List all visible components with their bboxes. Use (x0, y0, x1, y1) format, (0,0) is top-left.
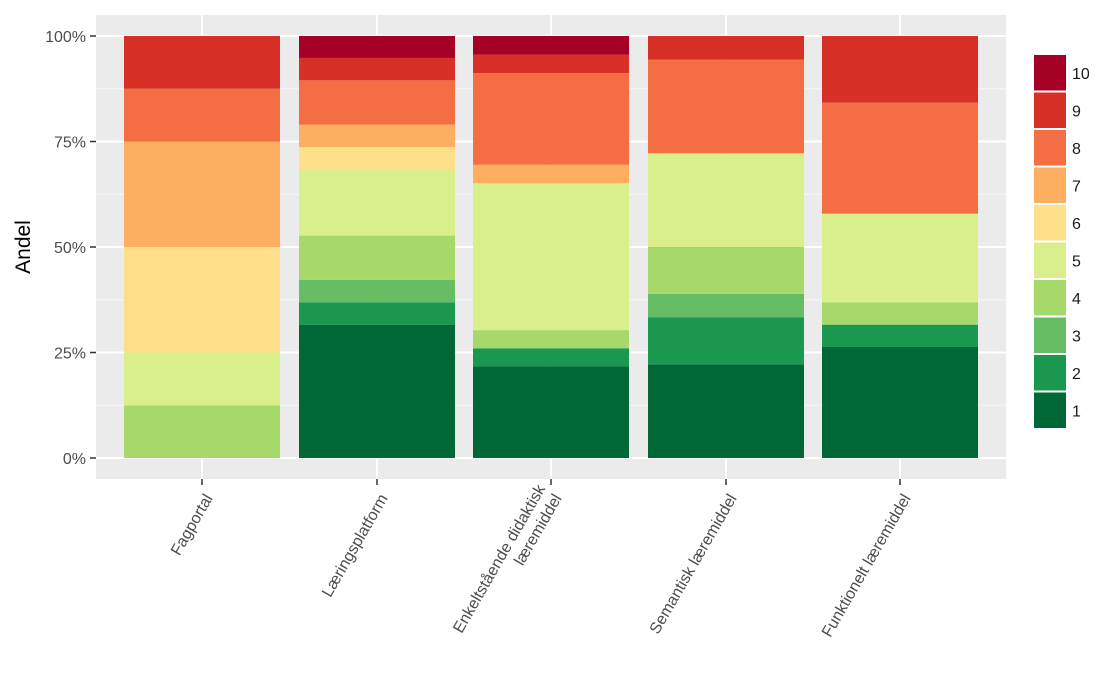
bar-segment-2-rating-2 (299, 302, 455, 325)
bar-segment-5-rating-2 (822, 324, 978, 348)
legend-key-4 (1034, 280, 1066, 316)
legend-key-3 (1034, 317, 1066, 353)
bar-segment-1-rating-9 (124, 36, 280, 89)
legend-label-8: 8 (1072, 141, 1081, 158)
legend-key-10 (1034, 55, 1066, 91)
y-tick-label: 0% (63, 451, 86, 468)
x-tick-label: Læringsplatform (319, 492, 392, 601)
bar-segment-4-rating-8 (648, 59, 804, 154)
bar-segment-4-rating-2 (648, 317, 804, 365)
bar-segment-3-rating-10 (473, 36, 629, 55)
bar-segment-3-rating-2 (473, 348, 629, 367)
bar-segment-5-rating-1 (822, 347, 978, 458)
x-tick-label: Enkeltstående didaktisklæremiddel (450, 481, 567, 646)
bar-segment-2-rating-9 (299, 57, 455, 81)
bar-segment-1-rating-6 (124, 247, 280, 353)
legend-key-1 (1034, 392, 1066, 428)
legend-label-9: 9 (1072, 103, 1081, 120)
x-tick-label-line: Enkeltstående didaktisk (450, 481, 550, 636)
legend-label-4: 4 (1072, 291, 1081, 308)
bar-segment-2-rating-5 (299, 168, 455, 236)
bar-segment-4-rating-9 (648, 36, 804, 60)
x-tick-label-line: Semantisk læremiddel (647, 492, 741, 638)
legend-key-8 (1034, 130, 1066, 166)
bar-segment-2-rating-1 (299, 324, 455, 458)
legend-key-9 (1034, 92, 1066, 128)
legend-label-10: 10 (1072, 66, 1090, 83)
x-tick-label-line: Læringsplatform (319, 492, 392, 601)
bar-segment-2-rating-10 (299, 36, 455, 58)
bar-segment-5-rating-5 (822, 213, 978, 303)
y-tick-label: 75% (54, 135, 86, 152)
bars (124, 36, 978, 458)
legend-label-7: 7 (1072, 178, 1081, 195)
legend-label-5: 5 (1072, 253, 1081, 270)
bar-segment-5-rating-4 (822, 302, 978, 325)
legend-label-3: 3 (1072, 328, 1081, 345)
bar-segment-2-rating-4 (299, 235, 455, 280)
bar-segment-3-rating-8 (473, 73, 629, 165)
y-tick-label: 50% (54, 240, 86, 257)
bar-segment-1-rating-8 (124, 88, 280, 142)
x-tick-label-line: Fagportal (168, 492, 217, 559)
bar-segment-3-rating-5 (473, 183, 629, 331)
bar-segment-4-rating-1 (648, 364, 804, 458)
x-tick-label-line: Funktionelt læremiddel (819, 492, 915, 641)
legend-label-6: 6 (1072, 216, 1081, 233)
bar-segment-2-rating-6 (299, 146, 455, 169)
bar-segment-1-rating-5 (124, 352, 280, 406)
y-axis: 0% 25% 50% 75% 100% (45, 29, 96, 468)
bar-segment-5-rating-9 (822, 36, 978, 103)
bar-segment-1-rating-4 (124, 405, 280, 458)
bar-segment-3-rating-4 (473, 330, 629, 349)
bar-segment-1-rating-7 (124, 141, 280, 247)
bar-segment-4-rating-4 (648, 247, 804, 294)
y-tick-label: 25% (54, 346, 86, 363)
x-axis: Fagportal Læringsplatform Enkeltstående di… (168, 479, 915, 646)
bar-segment-3-rating-7 (473, 164, 629, 184)
bar-segment-2-rating-7 (299, 124, 455, 147)
bar-segment-2-rating-8 (299, 80, 455, 125)
x-tick-label: Fagportal (168, 492, 217, 559)
bar-segment-3-rating-9 (473, 54, 629, 74)
legend: 10 9 8 7 6 5 4 3 2 1 (1034, 55, 1090, 428)
legend-key-5 (1034, 242, 1066, 278)
bar-segment-2-rating-3 (299, 279, 455, 303)
legend-label-2: 2 (1072, 366, 1081, 383)
legend-key-2 (1034, 355, 1066, 391)
bar-segment-4-rating-3 (648, 293, 804, 318)
legend-label-1: 1 (1072, 403, 1081, 420)
y-tick-label: 100% (45, 29, 86, 46)
x-tick-label: Semantisk læremiddel (647, 492, 741, 638)
legend-key-6 (1034, 205, 1066, 241)
legend-key-7 (1034, 167, 1066, 203)
bar-segment-5-rating-8 (822, 102, 978, 214)
y-axis-title: Andel (12, 220, 35, 274)
bar-segment-4-rating-5 (648, 153, 804, 247)
bar-segment-3-rating-1 (473, 366, 629, 458)
x-tick-label: Funktionelt læremiddel (819, 492, 915, 641)
